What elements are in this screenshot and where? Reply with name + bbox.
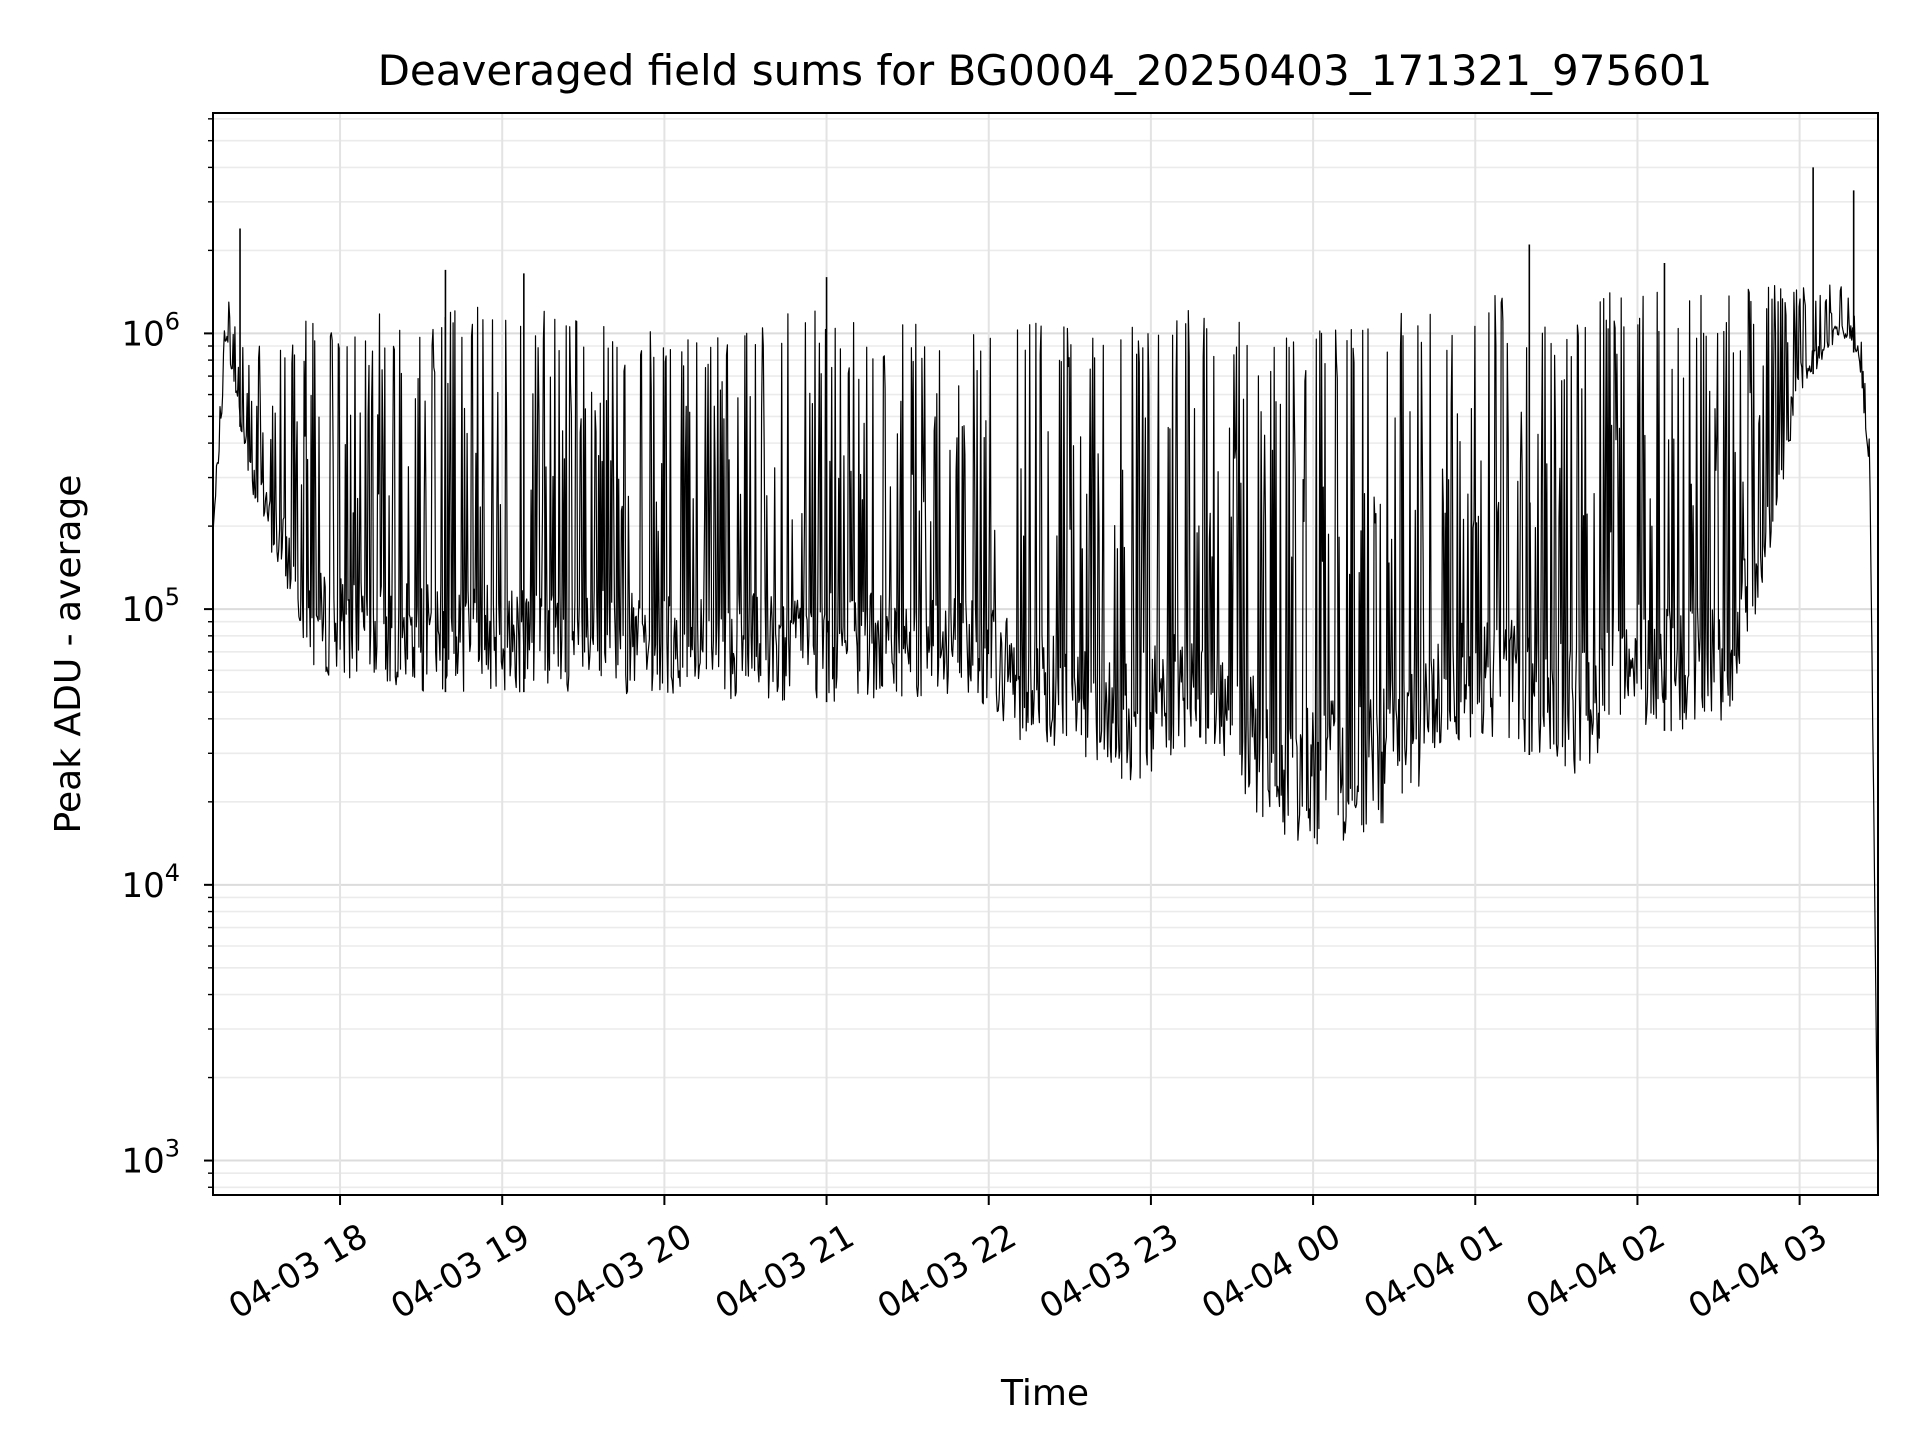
y-tick-label: 103 xyxy=(121,1135,180,1182)
y-tick-label: 104 xyxy=(121,859,180,906)
y-axis: 103 104 105 106 xyxy=(121,118,213,1188)
x-axis-label: Time xyxy=(1000,1373,1089,1414)
series-line xyxy=(212,284,1879,1188)
chart-title: Deaveraged field sums for BG0004_2025040… xyxy=(378,46,1713,95)
y-axis-label: Peak ADU - average xyxy=(48,475,89,834)
plot-frame xyxy=(212,112,1879,1196)
y-tick-label: 106 xyxy=(121,307,180,354)
y-tick-label: 105 xyxy=(121,583,180,630)
series-lines xyxy=(212,167,1879,1188)
